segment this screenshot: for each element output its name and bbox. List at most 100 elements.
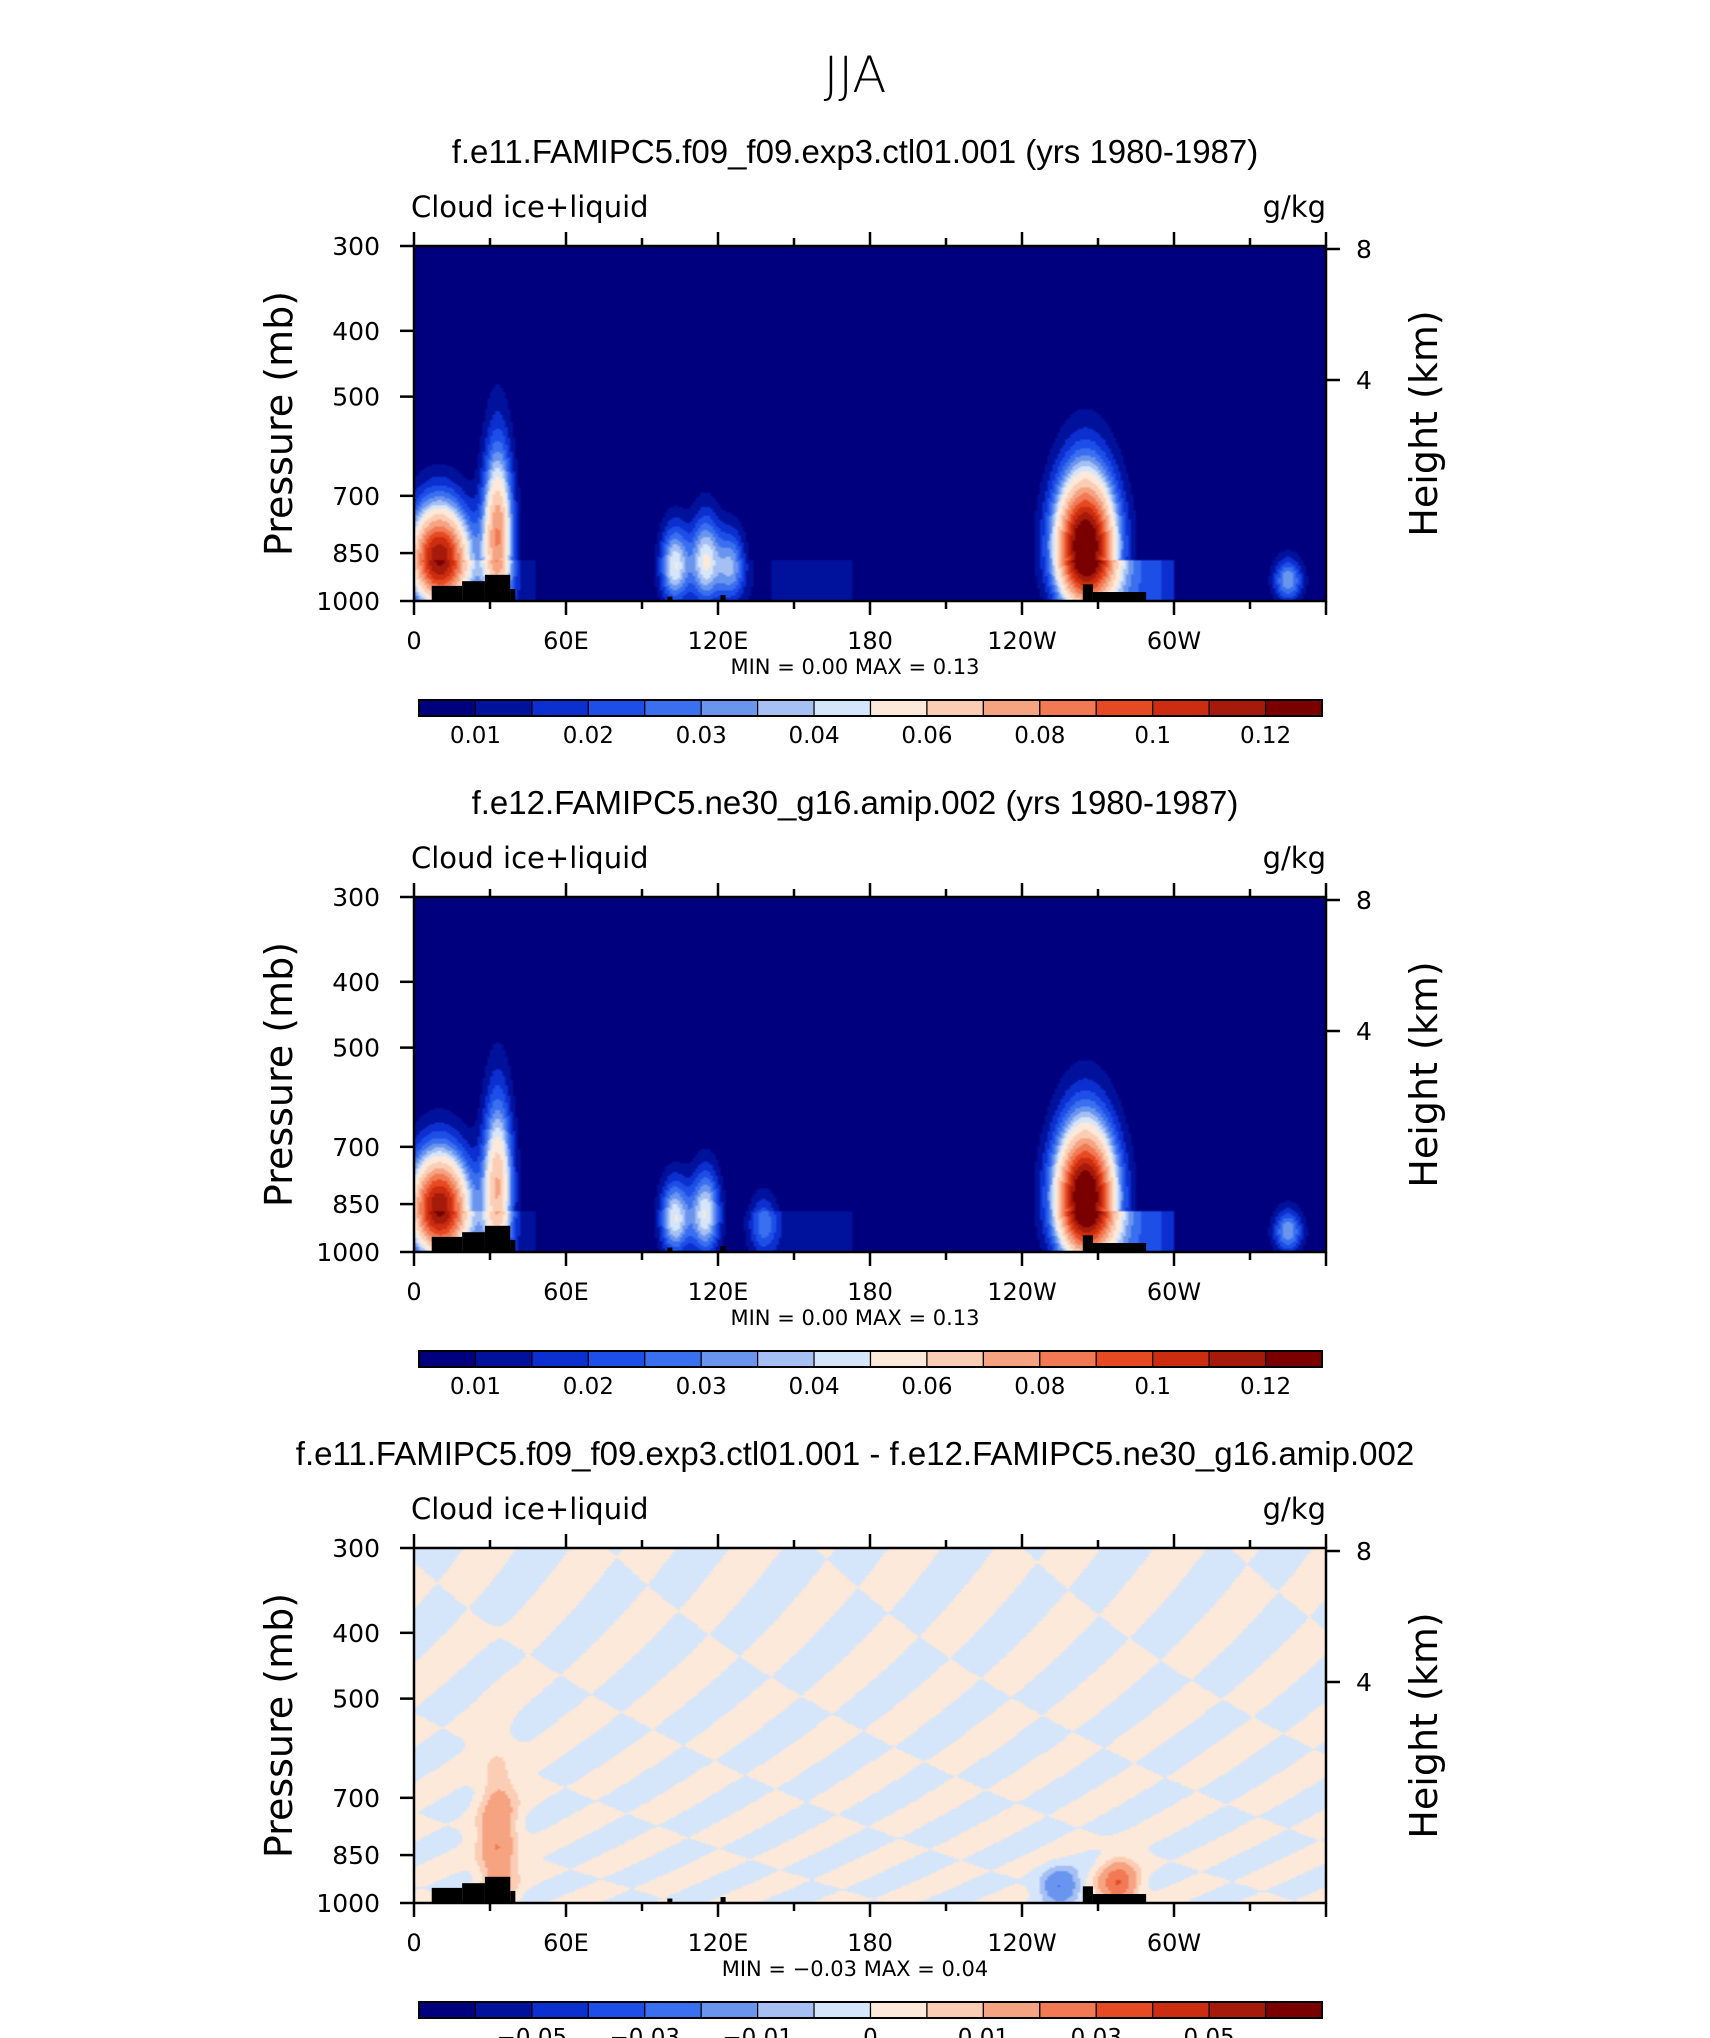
y-tick-label: 700 [332,482,380,511]
colorbar-label: 0.02 [563,723,614,749]
colorbar-box [1095,2001,1154,2019]
colorbar-label: 0.12 [1240,1374,1291,1400]
x-tick-label: 180 [847,627,893,655]
x-tick-label: 180 [847,1278,893,1306]
colorbar-box [700,1350,759,1368]
y-tick-label: 400 [332,1619,380,1648]
colorbar-box [757,2001,815,2019]
colorbar-box [474,699,533,717]
x-tick-label: 120W [987,1929,1057,1957]
colorbar-box [926,1350,984,1368]
panel-title: f.e11.FAMIPC5.f09_f09.exp3.ctl01.001 (yr… [452,133,1259,170]
colorbar-label: 0.04 [788,1374,839,1400]
x-tick-label: 0 [406,1278,421,1306]
colorbar-box [757,1350,815,1368]
topography-block [431,1236,463,1252]
colorbar-box [869,2001,928,2019]
topography-block [667,1898,673,1903]
topography-block [431,585,463,601]
colorbar-box [700,2001,759,2019]
topography-block [431,1887,463,1903]
y2-axis-label: Height (km) [1402,1612,1446,1838]
panel-left-string: Cloud ice+liquid [411,1492,649,1526]
y-axis-label: Pressure (mb) [257,291,301,556]
colorbar-label: 0.06 [901,1374,952,1400]
panels-group: f.e11.FAMIPC5.f09_f09.exp3.ctl01.001 (yr… [257,133,1446,2038]
colorbar-box [982,2001,1041,2019]
topography-block [720,1897,726,1903]
colorbar-label: −0.03 [610,2025,680,2038]
y-tick-label: 850 [332,1190,380,1219]
colorbar-box [1152,699,1210,717]
y-tick-label: 500 [332,1685,380,1714]
colorbar-box [869,1350,928,1368]
colorbar-box [757,699,815,717]
figure-title: JJA [824,46,887,104]
topography-block [667,596,673,601]
field-raster [414,897,1326,1252]
x-tick-label: 0 [406,1929,421,1957]
colorbar-label: 0.01 [450,723,501,749]
colorbar-box [1039,1350,1097,1368]
y-tick-label: 500 [332,383,380,412]
topography-block [484,1876,511,1903]
colorbar-box [531,699,589,717]
topography-block [462,1232,485,1252]
y-axis-label: Pressure (mb) [257,942,301,1207]
panel-2: f.e12.FAMIPC5.ne30_g16.amip.002 (yrs 198… [257,784,1446,1400]
topography-block [462,581,485,601]
y-tick-label: 500 [332,1034,380,1063]
y2-tick-label: 4 [1356,366,1372,395]
y-tick-label: 1000 [316,1889,380,1918]
colorbar-box [813,699,872,717]
colorbar-label: 0.02 [563,1374,614,1400]
colorbar-box [531,2001,589,2019]
colorbar-box [474,2001,533,2019]
x-tick-label: 120W [987,1278,1057,1306]
colorbar-label: 0.03 [1071,2025,1122,2038]
colorbar-label: 0.1 [1134,723,1171,749]
colorbar-box [1208,2001,1267,2019]
colorbar-box [813,2001,872,2019]
colorbar-label: 0.08 [1014,723,1065,749]
colorbar-box [474,1350,533,1368]
colorbar-box [418,1350,477,1368]
y-tick-label: 700 [332,1133,380,1162]
topography-block [667,1247,673,1252]
y-tick-label: 400 [332,968,380,997]
field-raster [414,246,1326,601]
colorbar-box [700,699,759,717]
y2-tick-label: 8 [1356,235,1372,264]
colorbar-box [1264,1350,1323,1368]
colorbar-box [926,699,984,717]
y-tick-label: 300 [332,883,380,912]
x-tick-label: 60E [543,1929,589,1957]
topography-block [720,1246,726,1252]
panel-title: f.e11.FAMIPC5.f09_f09.exp3.ctl01.001 - f… [296,1435,1414,1472]
colorbar-box [587,2001,646,2019]
min-max-stats: MIN = 0.00 MAX = 0.13 [731,1306,980,1330]
y-tick-label: 300 [332,232,380,261]
colorbar-box [1208,1350,1267,1368]
colorbar-frame [418,2001,1323,2019]
y2-tick-label: 8 [1356,1537,1372,1566]
y2-tick-label: 8 [1356,886,1372,915]
panel-title: f.e12.FAMIPC5.ne30_g16.amip.002 (yrs 198… [472,784,1239,821]
colorbar-box [531,1350,589,1368]
min-max-stats: MIN = −0.03 MAX = 0.04 [722,1957,989,1981]
topography-block [510,1890,516,1903]
y-tick-label: 1000 [316,587,380,616]
y2-axis-label: Height (km) [1402,961,1446,1187]
colorbar-box [1039,699,1097,717]
colorbar-box [644,2001,702,2019]
colorbar-label: 0.05 [1184,2025,1235,2038]
topography-block [484,1225,511,1252]
colorbar-label: 0.1 [1134,1374,1171,1400]
colorbar-frame [418,1350,1323,1368]
topography-block [510,1239,516,1252]
colorbar-box [1152,2001,1210,2019]
colorbar-box [418,699,477,717]
x-tick-label: 60W [1147,1929,1201,1957]
x-tick-label: 60W [1147,1278,1201,1306]
